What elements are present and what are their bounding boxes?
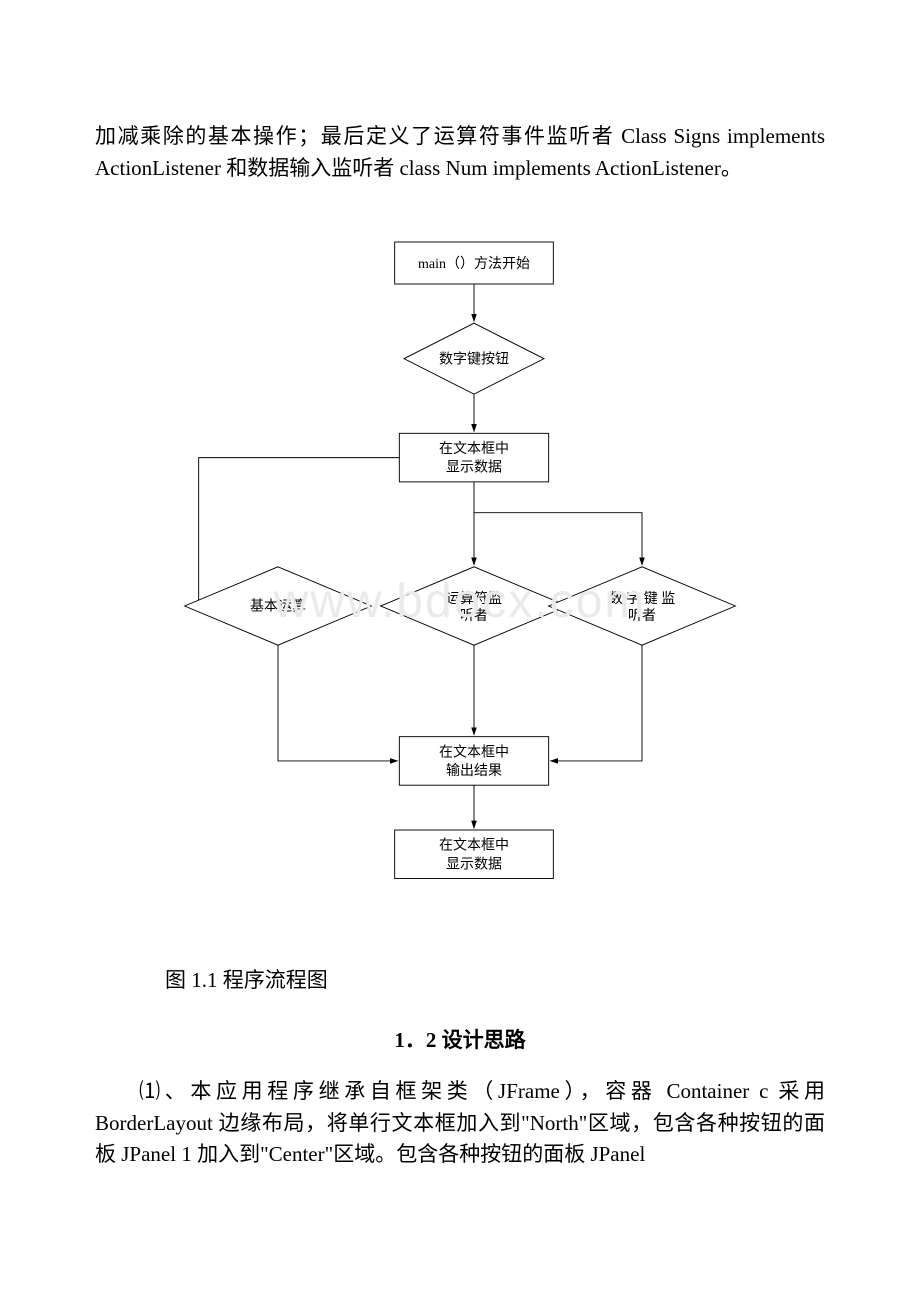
node-basic-text: 基本运算 xyxy=(250,598,306,615)
node-show1-line1: 在文本框中 xyxy=(439,441,509,457)
figure-caption: 图 1.1 程序流程图 xyxy=(165,964,825,994)
node-oplisten-line2: 听者 xyxy=(460,608,488,624)
node-oplisten-line1: 运算符监 xyxy=(446,591,502,607)
design-paragraph: ⑴、本应用程序继承自框架类（JFrame），容器 Container c 采用B… xyxy=(95,1076,825,1171)
node-show2-line2: 显示数据 xyxy=(446,856,502,872)
node-numlisten-line1: 数 字 键 监 xyxy=(609,591,676,607)
flowchart-svg: main（）方法开始 数字键按钮 在文本框中 显示数据 基本运算 xyxy=(180,204,740,924)
flowchart-container: www.bdocx.com main（）方法开始 数字键按钮 在文本框中 显示数… xyxy=(180,204,740,924)
intro-paragraph: 加减乘除的基本操作；最后定义了运算符事件监听者 Class Signs impl… xyxy=(95,121,825,184)
node-show1-line2: 显示数据 xyxy=(446,460,502,476)
node-digitbtn-text: 数字键按钮 xyxy=(439,351,509,367)
node-numlisten-line2: 听者 xyxy=(628,608,656,624)
node-output-line1: 在文本框中 xyxy=(439,744,509,760)
section-heading: 1．2 设计思路 xyxy=(95,1024,825,1054)
node-show2-line1: 在文本框中 xyxy=(439,838,509,854)
node-start-text: main（）方法开始 xyxy=(418,256,530,272)
node-output-line2: 输出结果 xyxy=(446,763,502,779)
